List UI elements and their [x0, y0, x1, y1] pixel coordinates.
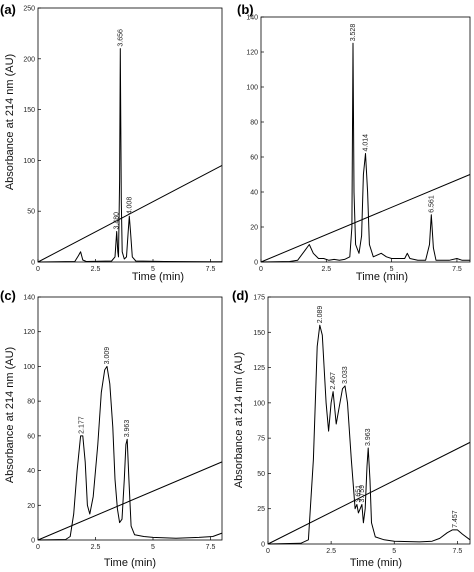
y-tick-label-b: 0 — [254, 260, 258, 267]
y-tick-label-a: 250 — [23, 6, 35, 13]
y-tick-label-b: 120 — [246, 50, 258, 57]
x-tick-label-b: 0 — [259, 266, 263, 273]
plot-frame-c — [37, 296, 223, 541]
y-axis-title-c: Absorbance at 214 nm (AU) — [4, 347, 16, 483]
peak-label-d: 7.457 — [452, 510, 459, 528]
y-axis-title-d: Absorbance at 214 nm (AU) — [233, 352, 245, 488]
y-tick-label-d: 0 — [261, 542, 265, 549]
x-axis-title-a: Time (min) — [132, 271, 184, 283]
peak-label-d: 3.963 — [365, 428, 372, 446]
gradient-line-b — [260, 174, 471, 263]
y-tick-label-c: 140 — [23, 295, 35, 302]
x-tick-label-c: 0 — [36, 544, 40, 551]
x-tick-label-b: 5 — [390, 266, 394, 273]
plot-frame-a — [37, 7, 223, 263]
y-tick-label-a: 50 — [27, 209, 35, 216]
panel-label-d: (d) — [232, 288, 249, 303]
x-tick-label-d: 2.5 — [326, 548, 336, 555]
peak-label-c: 2.177 — [79, 416, 86, 434]
panel-a: (a) Absorbance at 214 nm (AU) Time (min)… — [0, 2, 223, 283]
panel-label-c: (c) — [0, 288, 16, 303]
y-tick-label-d: 25 — [257, 506, 265, 513]
y-tick-label-c: 0 — [31, 538, 35, 545]
x-axis-title-b: Time (min) — [356, 271, 408, 283]
peak-label-b: 3.528 — [350, 24, 357, 42]
panel-label-a: (a) — [0, 2, 16, 17]
x-tick-label-c: 7.5 — [206, 544, 216, 551]
peak-label-b: 6.561 — [428, 195, 435, 213]
plot-area-b: 0 20 40 60 80 100 120 140 0 2.5 5 7.5 3.528 4.014 6.56… — [246, 15, 471, 273]
peak-label-d: 3.033 — [342, 366, 349, 384]
x-axis-title-c: Time (min) — [104, 557, 156, 569]
chromatogram-trace-b — [260, 42, 470, 263]
y-tick-label-b: 80 — [250, 120, 258, 127]
peak-label-a: 3.480 — [114, 212, 121, 230]
gradient-line-d — [267, 441, 471, 545]
y-tick-label-c: 60 — [27, 433, 35, 440]
chromatogram-trace-a — [37, 48, 222, 263]
x-tick-label-c: 2.5 — [91, 544, 101, 551]
plot-frame-d — [267, 296, 471, 545]
y-tick-label-b: 40 — [250, 190, 258, 197]
chromatogram-trace-d — [267, 324, 471, 545]
y-tick-label-c: 80 — [27, 399, 35, 406]
y-tick-label-d: 150 — [253, 330, 265, 337]
y-tick-label-a: 150 — [23, 107, 35, 114]
panel-d: (d) Absorbance at 214 nm (AU) Time (min)… — [232, 288, 471, 569]
y-tick-label-d: 75 — [257, 436, 265, 443]
y-tick-label-a: 100 — [23, 158, 35, 165]
y-tick-label-b: 140 — [246, 15, 258, 22]
panel-b: (b) Time (min) 0 20 40 60 80 100 120 140 0 2.5 5 7.… — [237, 2, 471, 283]
y-tick-label-c: 120 — [23, 329, 35, 336]
x-tick-label-d: 0 — [266, 548, 270, 555]
chromatogram-trace-c — [37, 365, 223, 541]
plot-area-c: 0 20 40 60 80 100 120 140 0 2.5 5 7.5 2.177 3.009 3.96… — [23, 295, 223, 551]
plot-frame-b — [260, 16, 471, 263]
peak-label-a: 4.008 — [126, 197, 133, 215]
x-tick-label-b: 7.5 — [452, 266, 462, 273]
y-tick-label-b: 20 — [250, 225, 258, 232]
x-tick-label-d: 5 — [392, 548, 396, 555]
y-tick-label-d: 100 — [253, 400, 265, 407]
peak-label-c: 3.963 — [124, 420, 131, 438]
y-tick-label-b: 100 — [246, 85, 258, 92]
y-tick-label-c: 40 — [27, 468, 35, 475]
x-tick-label-b: 2.5 — [321, 266, 331, 273]
y-tick-label-a: 0 — [31, 260, 35, 267]
peak-label-a: 3.656 — [117, 29, 124, 47]
peak-label-b: 4.014 — [363, 134, 370, 152]
y-tick-label-c: 100 — [23, 364, 35, 371]
x-axis-title-d: Time (min) — [350, 557, 402, 569]
gradient-line-a — [37, 165, 223, 263]
y-tick-label-c: 20 — [27, 503, 35, 510]
panel-label-b: (b) — [237, 2, 254, 17]
peak-label-d: 2.467 — [330, 372, 337, 390]
y-tick-label-d: 175 — [253, 295, 265, 302]
peak-label-c: 3.009 — [104, 347, 111, 365]
plot-area-a: 0 50 100 150 200 250 0 2.5 5 7.5 3.656 3.480 4.008 — [23, 6, 223, 273]
peak-label-d: 2.089 — [317, 306, 324, 324]
x-tick-label-a: 5 — [151, 266, 155, 273]
y-axis-title-a: Absorbance at 214 nm (AU) — [4, 54, 16, 190]
x-tick-label-a: 0 — [36, 266, 40, 273]
x-tick-label-a: 2.5 — [91, 266, 101, 273]
y-tick-label-d: 125 — [253, 365, 265, 372]
x-tick-label-c: 5 — [151, 544, 155, 551]
y-tick-label-a: 200 — [23, 56, 35, 63]
plot-area-d: 0 25 50 75 100 125 150 175 0 2.5 5 7.5 2.089 2.467 3.0… — [253, 295, 471, 555]
peak-label-d: 3.651 — [355, 485, 362, 503]
x-tick-label-d: 7.5 — [453, 548, 463, 555]
panel-c: (c) Absorbance at 214 nm (AU) Time (min)… — [0, 288, 223, 569]
y-tick-label-b: 60 — [250, 155, 258, 162]
y-tick-label-d: 50 — [257, 471, 265, 478]
x-tick-label-a: 7.5 — [206, 266, 216, 273]
peak-label-d: 3.759 — [359, 485, 366, 503]
